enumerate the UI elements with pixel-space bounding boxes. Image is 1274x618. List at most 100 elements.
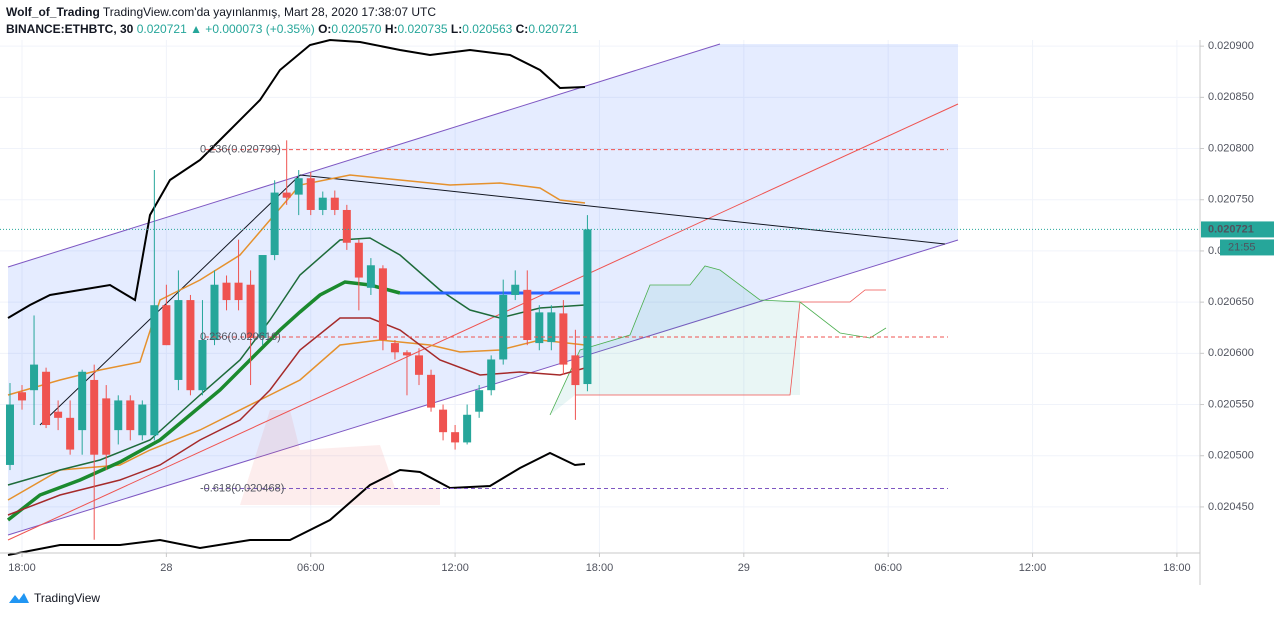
candle-body: [90, 379, 99, 455]
candle-body: [427, 374, 436, 408]
y-tick-label: 0.020800: [1208, 142, 1254, 154]
candle-body: [42, 371, 51, 426]
candle-body: [390, 343, 399, 353]
header-line-2: BINANCE:ETHBTC, 30 0.020721 ▲ +0.000073 …: [6, 21, 578, 38]
candle-body: [78, 371, 87, 431]
grid: [0, 40, 1200, 553]
candle-body: [5, 404, 14, 465]
candle-body: [354, 242, 363, 278]
candle-body: [451, 432, 460, 443]
candle-body: [306, 178, 315, 210]
ma-green: [7, 237, 586, 486]
countdown-tag: [1220, 239, 1274, 256]
c-label: C:: [515, 22, 529, 36]
candle-body: [499, 294, 508, 360]
candle-body: [342, 209, 351, 243]
candle-body: [535, 312, 544, 344]
h: 0.020735: [397, 22, 448, 36]
candle-body: [174, 300, 183, 380]
candle-body: [583, 229, 592, 385]
candle-body: [294, 178, 303, 195]
candle-body: [18, 392, 27, 401]
candle-body: [318, 197, 327, 210]
cloud-line: [549, 265, 887, 416]
candle-body: [198, 340, 207, 391]
brand: TradingView: [8, 591, 100, 605]
fib-label: 0.236(0.020616): [200, 331, 281, 343]
ma-red: [7, 317, 586, 516]
candle-body: [102, 398, 111, 455]
candle-body: [439, 409, 448, 433]
candle-body: [511, 284, 520, 295]
brand-text: TradingView: [34, 591, 101, 605]
candle-body: [222, 282, 231, 301]
y-tick-label: 0.020850: [1208, 91, 1254, 103]
candle-body: [378, 268, 387, 341]
candle-body: [114, 400, 123, 431]
x-tick-label: 29: [738, 562, 750, 574]
y-tick-label: 0.020550: [1208, 398, 1254, 410]
candle-body: [366, 265, 375, 288]
candle-body: [150, 305, 159, 436]
change: ▲ +0.000073 (+0.35%): [190, 22, 315, 36]
x-tick-label: 06:00: [874, 562, 902, 574]
price-tag-label: 0.020721: [1208, 223, 1254, 235]
x-tick-label: 18:00: [1163, 562, 1191, 574]
trend-line: [299, 174, 946, 245]
fib-label: 0.236(0.020799): [200, 143, 281, 155]
candle-body: [66, 417, 75, 450]
price-tag: [1201, 221, 1274, 238]
y-tick-label: 0.020450: [1208, 501, 1254, 513]
y-tick-label: 0.020650: [1208, 296, 1254, 308]
ma-orange: [7, 174, 586, 396]
x-tick-label: 28: [160, 562, 172, 574]
countdown-label: 21:55: [1228, 241, 1256, 253]
candle-body: [234, 282, 243, 301]
channel-lower: [7, 239, 959, 536]
o: 0.020570: [331, 22, 382, 36]
marks: [5, 140, 592, 540]
candle-body: [571, 355, 580, 386]
header: Wolf_of_Trading TradingView.com'da yayın…: [6, 4, 578, 38]
candle-body: [270, 192, 279, 256]
bollinger-lower: [7, 451, 586, 556]
x-tick-label: 18:00: [586, 562, 614, 574]
candle-body: [126, 400, 135, 431]
l-label: L:: [450, 22, 463, 36]
published: TradingView.com'da yayınlanmış, Mart 28,…: [102, 5, 437, 19]
candle-body: [487, 359, 496, 391]
chart: 0.020450 0.020500 0.020550 0.020600 0.020650…: [0, 38, 1274, 585]
o-label: O:: [318, 22, 332, 36]
candle-body: [138, 404, 147, 436]
symbol: BINANCE:ETHBTC, 30: [6, 22, 134, 36]
candle-body: [415, 355, 424, 375]
ma-orange: [7, 339, 586, 501]
cloud: [550, 266, 800, 415]
candle-body: [475, 390, 484, 412]
candle-body: [402, 352, 411, 356]
last: 0.020721: [136, 22, 187, 36]
y-tick-label: 0.020600: [1208, 347, 1254, 359]
channel-mid: [7, 103, 959, 541]
candle-body: [162, 305, 171, 346]
c: 0.020721: [528, 22, 579, 36]
brand-logo: [9, 593, 29, 603]
ma-thick: [6, 280, 401, 522]
x-tick-label: 06:00: [297, 562, 325, 574]
x-tick-label: 18:00: [8, 562, 36, 574]
y-tick-label: 0.020750: [1208, 194, 1254, 206]
channel-fill: [8, 44, 958, 535]
header-line-1: Wolf_of_Trading TradingView.com'da yayın…: [6, 4, 578, 21]
l: 0.020563: [462, 22, 513, 36]
candle-body: [330, 197, 339, 210]
candle-body: [210, 284, 219, 341]
x-tick-label: 12:00: [1019, 562, 1047, 574]
candle-body: [282, 192, 291, 198]
candle-body: [547, 312, 556, 343]
candle-body: [30, 364, 39, 391]
cloud-line: [575, 289, 886, 396]
fib-label: -0.618(0.020468): [200, 482, 284, 494]
author: Wolf_of_Trading: [6, 5, 100, 19]
y-tick-label: 0.020500: [1208, 450, 1254, 462]
x-tick-label: 12:00: [441, 562, 469, 574]
